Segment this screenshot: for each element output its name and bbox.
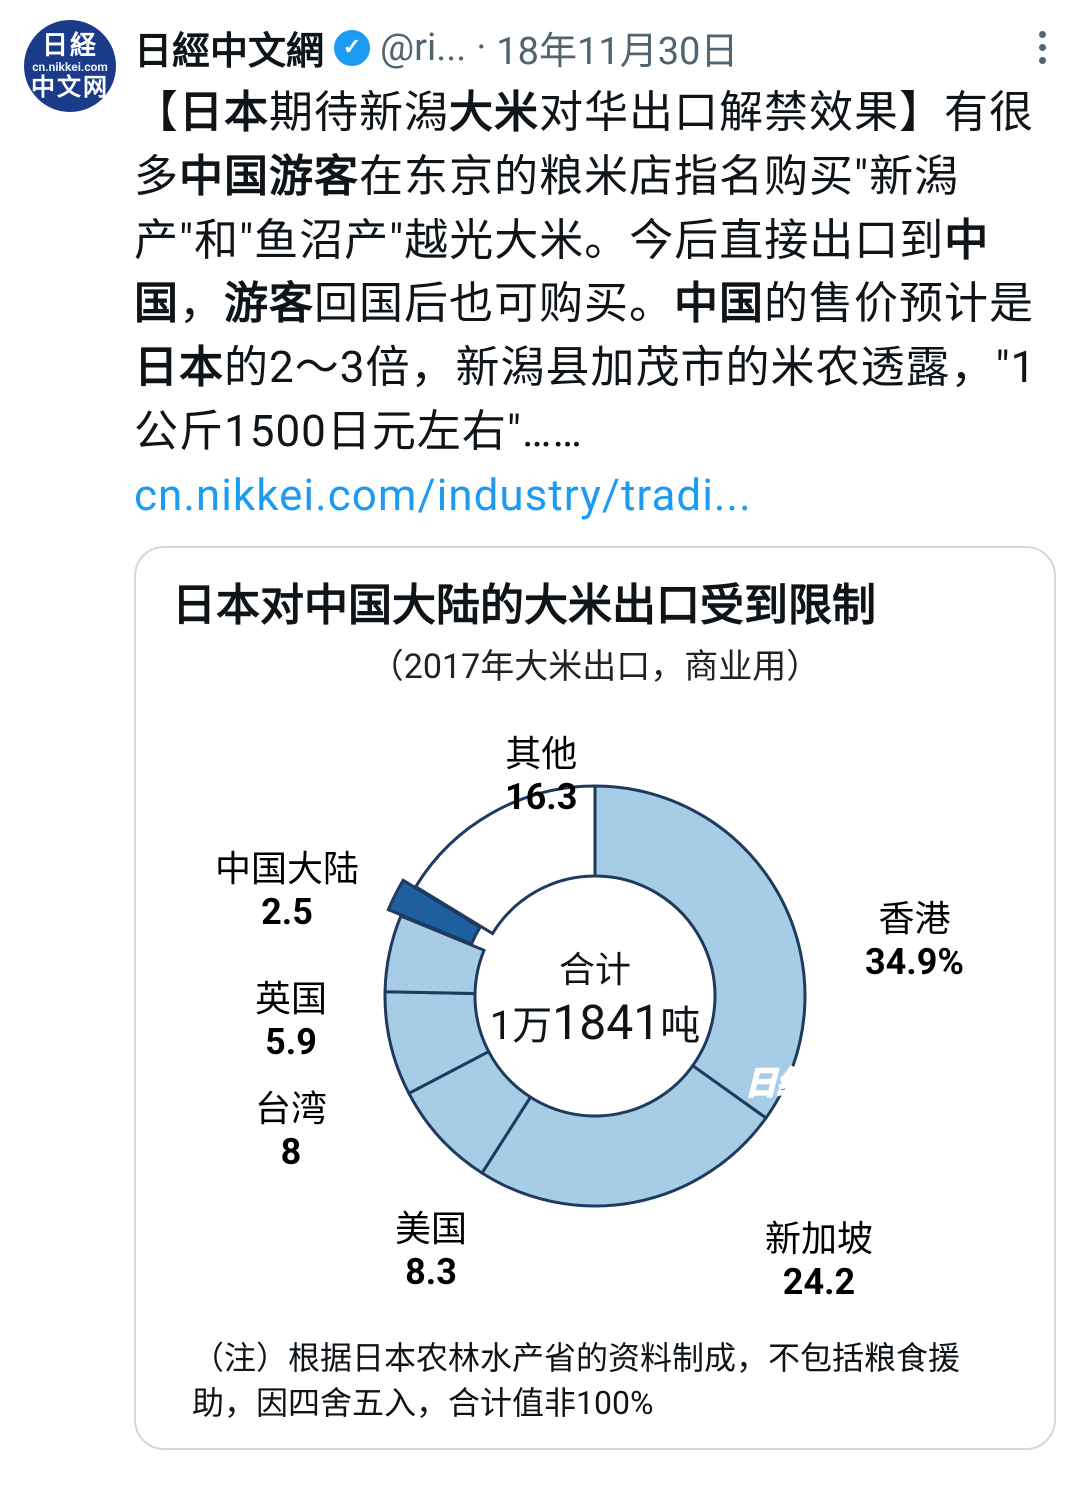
avatar-text: 日経 cn.nikkei.com 中文网 — [31, 32, 109, 100]
avatar-column: 日経 cn.nikkei.com 中文网 — [24, 20, 134, 1450]
avatar[interactable]: 日経 cn.nikkei.com 中文网 — [24, 20, 116, 112]
tweet-body: 【日本期待新潟大米对华出口解禁效果】有很多中国游客在东京的粮米店指名购买"新潟产… — [134, 81, 1056, 528]
slice-label: 其他16.3 — [505, 733, 577, 819]
slice-label: 台湾8 — [255, 1088, 327, 1174]
slice-label: 美国8.3 — [395, 1208, 467, 1294]
verified-badge-icon: ✓ — [334, 30, 370, 66]
slice-label: 英国5.9 — [255, 978, 327, 1064]
tweet-link[interactable]: cn.nikkei.com/industry/tradi... — [134, 469, 752, 521]
chart-title: 日本对中国大陆的大米出口受到限制 — [172, 576, 1018, 635]
tweet-header: 日經中文網 ✓ @ri... · 18年11月30日 — [134, 20, 1056, 75]
handle[interactable]: @ri... — [380, 26, 466, 70]
tweet-date[interactable]: 18年11月30日 — [496, 20, 738, 75]
tweet: 日経 cn.nikkei.com 中文网 日經中文網 ✓ @ri... · 18… — [0, 0, 1080, 1470]
embedded-image-card[interactable]: 日本对中国大陆的大米出口受到限制 （2017年大米出口，商业用） 合计 1万18… — [134, 546, 1056, 1450]
tweet-main: 日經中文網 ✓ @ri... · 18年11月30日 【日本期待新潟大米对华出口… — [134, 20, 1056, 1450]
separator: · — [476, 26, 486, 70]
slice-label: 香港34.9% — [865, 898, 964, 984]
slice-label: 新加坡24.2 — [765, 1218, 873, 1304]
more-button[interactable] — [1029, 21, 1056, 74]
donut-slice — [482, 1065, 766, 1205]
chart-center-label: 合计 1万1841吨 — [490, 941, 700, 1051]
chart-subtitle: （2017年大米出口，商业用） — [172, 639, 1018, 688]
donut-chart: 合计 1万1841吨 香港34.9% 新加坡24.2 美国8.3 台湾8 英国5.9 中国… — [185, 698, 1005, 1318]
watermark: 日经中文网 — [745, 1058, 905, 1104]
chart-footnote: （注）根据日本农林水产省的资料制成，不包括粮食援助，因四舍五入，合计值非100% — [172, 1336, 1018, 1426]
display-name[interactable]: 日經中文網 — [134, 20, 324, 75]
slice-label: 中国大陆2.5 — [215, 848, 359, 934]
